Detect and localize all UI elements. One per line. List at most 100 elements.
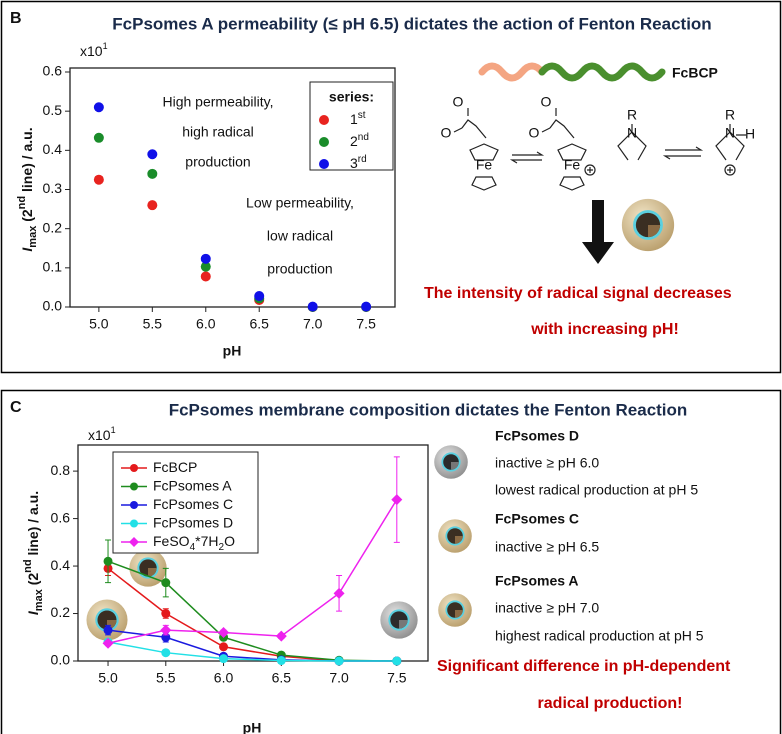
atom-label: O xyxy=(453,94,464,110)
y-tick-label: 0.6 xyxy=(43,63,63,79)
note-line: highest radical production at pH 5 xyxy=(495,628,704,644)
y-label-text: line) / a.u. xyxy=(25,491,41,559)
y-tick-label: 0.6 xyxy=(51,509,71,525)
plot-frame xyxy=(77,444,429,662)
scheme-label: FcBCP xyxy=(672,65,718,81)
atom-label: N xyxy=(627,125,637,141)
legend-label: FcPsomes D xyxy=(153,514,233,530)
y-label-sup: nd xyxy=(22,559,34,572)
legend-marker xyxy=(129,537,139,547)
y-tick-label: 0.2 xyxy=(51,604,71,620)
note-line: inactive ≥ pH 6.0 xyxy=(495,455,599,471)
x-tick-label: 6.5 xyxy=(249,316,269,332)
multiplier-exponent: 1 xyxy=(103,41,108,51)
atom-label: Fe xyxy=(476,157,493,173)
legend-marker xyxy=(130,519,138,528)
legend-box xyxy=(309,81,394,171)
chart-title: FcPsomes membrane composition dictates t… xyxy=(169,400,688,419)
y-tick-label: 0.2 xyxy=(43,219,63,235)
marker xyxy=(391,494,403,506)
y-axis-label: Imax (2nd line) / a.u. xyxy=(22,491,45,615)
legend-label: FeSO4*7H2O xyxy=(153,533,235,553)
atom-label: R xyxy=(725,107,735,123)
y-label-sub: max xyxy=(33,588,45,611)
marker xyxy=(147,200,158,211)
legend-marker xyxy=(319,115,329,125)
note-line: inactive ≥ pH 7.0 xyxy=(495,600,599,616)
legend-label: 1st xyxy=(350,110,366,127)
marker xyxy=(276,656,286,666)
multiplier-exponent: 1 xyxy=(111,425,116,435)
atom-label: H xyxy=(745,126,755,142)
marker xyxy=(307,301,318,312)
annotation: low radical xyxy=(267,228,333,244)
series-line xyxy=(107,641,397,662)
marker xyxy=(93,102,104,113)
legend-marker xyxy=(130,464,138,472)
marker xyxy=(219,654,229,664)
x-tick-label: 7.0 xyxy=(303,316,323,332)
scheme xyxy=(478,62,666,82)
marker xyxy=(333,587,345,599)
marker xyxy=(161,609,171,619)
x-tick-label: 6.0 xyxy=(214,670,234,686)
x-tick-label: 5.5 xyxy=(143,316,163,332)
x-tick-label: 7.0 xyxy=(329,670,349,686)
marker xyxy=(254,291,265,302)
x-tick-label: 7.5 xyxy=(387,670,407,686)
x-tick-label: 5.5 xyxy=(156,670,176,686)
legend-marker xyxy=(130,501,138,509)
y-tick-label: 0.3 xyxy=(43,180,63,196)
x-axis-label: pH xyxy=(223,343,242,359)
conclusion: The intensity of radical signal decrease… xyxy=(424,285,732,302)
plot-frame xyxy=(69,67,396,308)
y-label-main: I xyxy=(19,247,35,252)
chart-title: FcPsomes A permeability (≤ pH 6.5) dicta… xyxy=(112,14,711,33)
note-title: FcPsomes C xyxy=(495,511,579,527)
legend-label: FcPsomes C xyxy=(153,496,233,512)
x-tick-label: 5.0 xyxy=(89,316,109,332)
marker xyxy=(361,301,372,312)
y-label-sub: max xyxy=(27,225,39,248)
y-tick-label: 0.8 xyxy=(51,462,71,478)
atom-label: O xyxy=(529,125,540,141)
atom-label: O xyxy=(541,94,552,110)
annotation: production xyxy=(267,261,332,277)
marker xyxy=(147,168,158,179)
y-label-text: line) / a.u. xyxy=(19,127,35,195)
y-axis-label: Imax (2nd line) / a.u. xyxy=(16,127,39,251)
vesicle-icon xyxy=(380,601,418,639)
multiplier: x101 xyxy=(80,41,108,58)
conclusion: radical production! xyxy=(538,695,683,712)
legend-label: 2nd xyxy=(350,132,369,149)
note-title: FcPsomes D xyxy=(495,428,579,444)
series-line xyxy=(107,499,398,644)
legend-marker xyxy=(319,137,329,147)
note-title: FcPsomes A xyxy=(495,573,579,589)
y-label-main: I xyxy=(25,610,41,615)
conclusion: Significant difference in pH-dependent xyxy=(437,658,731,675)
marker xyxy=(200,271,211,282)
marker xyxy=(219,642,229,652)
panel-label: B xyxy=(10,10,22,27)
annotation: High permeability, xyxy=(162,94,273,110)
y-tick-label: 0.5 xyxy=(43,102,63,118)
marker xyxy=(93,132,104,143)
y-tick-label: 0.1 xyxy=(43,259,63,275)
legend-marker xyxy=(319,159,329,169)
marker xyxy=(218,627,230,639)
atom-label: O xyxy=(441,125,452,141)
atom-label: N xyxy=(725,125,735,141)
annotation: production xyxy=(185,154,250,170)
panel-b-frame xyxy=(0,0,782,374)
marker xyxy=(103,556,113,566)
marker xyxy=(200,253,211,264)
y-tick-label: 0.4 xyxy=(43,141,63,157)
y-tick-label: 0.4 xyxy=(51,557,71,573)
multiplier-base: x10 xyxy=(80,43,103,59)
legend-label: 3rd xyxy=(350,154,367,171)
polymer-block xyxy=(538,62,666,82)
multiplier-base: x10 xyxy=(88,427,111,443)
multiplier: x101 xyxy=(88,425,116,442)
